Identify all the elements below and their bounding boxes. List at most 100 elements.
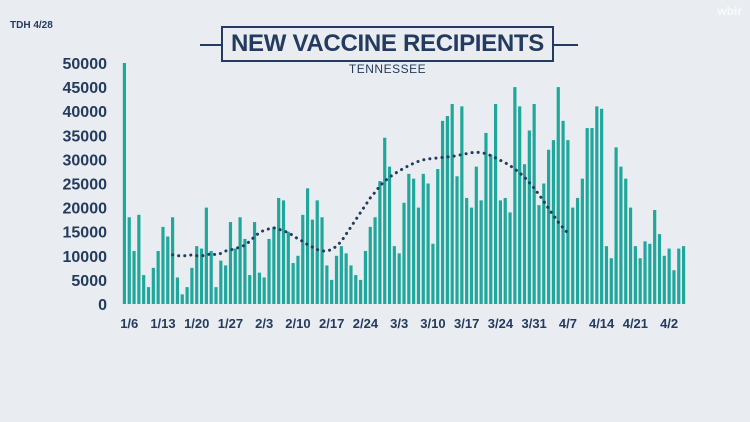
bar <box>402 202 406 304</box>
bar <box>575 197 580 304</box>
bar <box>450 103 454 304</box>
bar <box>489 154 493 304</box>
bar <box>590 128 594 304</box>
bar <box>214 287 218 304</box>
chart-subtitle: TENNESSEE <box>348 62 427 76</box>
bar <box>431 243 435 304</box>
bar <box>368 226 372 304</box>
bar <box>412 178 416 304</box>
chart-title: NEW VACCINE RECIPIENTS <box>231 30 544 57</box>
bar <box>460 106 464 304</box>
bar <box>518 106 522 304</box>
bar <box>479 200 483 304</box>
y-tick-label: 20000 <box>63 201 108 218</box>
bar <box>527 130 531 304</box>
bar <box>614 147 618 304</box>
bar <box>267 238 271 304</box>
bar <box>127 217 131 304</box>
bar <box>532 103 536 304</box>
average-line-path <box>171 150 570 258</box>
bar <box>667 248 671 304</box>
y-tick-label: 45000 <box>63 80 108 97</box>
bar <box>209 250 213 304</box>
bars <box>122 63 686 305</box>
bar <box>243 238 247 304</box>
bar <box>281 200 286 304</box>
bar <box>334 255 339 304</box>
bar <box>445 116 449 305</box>
bar <box>161 226 165 304</box>
bar <box>142 275 146 304</box>
bar <box>537 205 541 304</box>
bar <box>494 103 498 304</box>
bar <box>219 260 223 304</box>
bar <box>320 217 324 304</box>
y-tick-label: 35000 <box>63 128 108 145</box>
source-label: TDH 4/28 <box>10 20 53 31</box>
bar <box>132 250 136 304</box>
bar <box>378 181 382 304</box>
bar <box>416 207 421 304</box>
bar <box>648 243 652 304</box>
x-axis: 1/6 1/13 1/20 1/27 2/3 2/10 2/17 2/24 3/3 3/10 3/1… <box>120 316 678 331</box>
y-tick-label: 5000 <box>71 273 107 290</box>
bar <box>633 246 637 304</box>
bar <box>122 63 126 304</box>
bar <box>677 248 681 304</box>
bar <box>600 108 604 304</box>
bar <box>397 253 401 304</box>
bar <box>291 263 295 304</box>
bar <box>580 178 584 304</box>
bar <box>643 241 647 304</box>
bar <box>571 207 575 304</box>
bar <box>628 207 633 304</box>
x-tick-label: 3/3 <box>390 316 408 331</box>
x-tick-label: 1/6 <box>120 316 138 331</box>
x-tick-label: 1/13 <box>150 316 175 331</box>
bar <box>407 173 411 304</box>
bar <box>682 246 686 304</box>
bar <box>585 128 589 304</box>
bar <box>638 258 642 304</box>
bar <box>657 234 662 304</box>
bar <box>484 132 488 304</box>
bar <box>387 166 392 304</box>
y-tick-label: 40000 <box>63 104 108 121</box>
bar <box>465 197 469 304</box>
x-tick-label: 3/10 <box>420 316 445 331</box>
x-tick-label: 4/21 <box>623 316 648 331</box>
bar <box>474 166 478 304</box>
bar <box>224 265 228 304</box>
bar <box>672 270 676 304</box>
x-tick-label: 4/7 <box>559 316 577 331</box>
bar <box>248 275 252 304</box>
bar <box>151 267 155 304</box>
x-tick-label: 2/24 <box>353 316 379 331</box>
bar <box>359 279 363 304</box>
bar <box>233 248 237 304</box>
bar <box>436 169 440 304</box>
bar <box>556 87 560 304</box>
bar <box>373 217 377 304</box>
bar <box>503 197 507 304</box>
bar <box>301 214 305 304</box>
bar <box>561 120 565 304</box>
bar <box>653 210 657 304</box>
bar <box>619 166 623 304</box>
bar <box>662 255 666 304</box>
bar <box>156 250 160 304</box>
chart-title-box: NEW VACCINE RECIPIENTS <box>221 26 554 62</box>
x-tick-label: 2/17 <box>319 316 344 331</box>
bar <box>277 197 281 304</box>
x-tick-label: 3/31 <box>521 316 546 331</box>
bar <box>604 246 609 304</box>
bar <box>185 287 189 304</box>
bar <box>339 246 343 304</box>
x-tick-label: 1/27 <box>218 316 243 331</box>
y-tick-label: 15000 <box>63 225 108 242</box>
bar <box>344 253 348 304</box>
bar <box>383 137 387 304</box>
y-tick-label: 30000 <box>63 152 108 169</box>
station-logo: wbir <box>717 4 742 18</box>
bar <box>296 255 300 304</box>
